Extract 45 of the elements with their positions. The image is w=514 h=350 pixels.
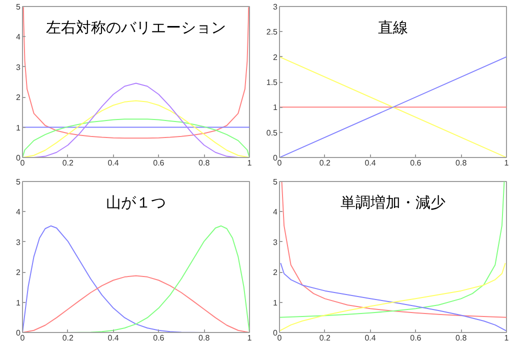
x-tick-label: 0.4 (108, 158, 120, 168)
x-tick-label: 0.8 (198, 158, 210, 168)
x-tick-label: 0.4 (108, 334, 120, 342)
y-tick-label: 1.5 (266, 78, 278, 87)
x-tick-label: 0.6 (410, 158, 422, 168)
x-tick-label: 1 (504, 334, 510, 342)
x-tick-label: 0.6 (153, 158, 165, 168)
y-tick-label: 5 (273, 178, 278, 186)
x-tick-label: 1 (247, 158, 252, 168)
x-tick-label: 1 (504, 158, 510, 168)
x-tick-label: 0.4 (364, 334, 376, 342)
x-tick-label: 0.4 (364, 158, 376, 168)
x-tick-label: 0.2 (62, 158, 74, 168)
y-tick-label: 3 (273, 2, 278, 12)
text: 直線 (378, 18, 408, 36)
y-tick-label: 4 (16, 208, 22, 217)
x-tick-label: 0.8 (456, 334, 468, 342)
y-tick-label: 5 (16, 178, 22, 186)
x-tick-label: 0.6 (153, 334, 165, 342)
text: 左右対称のバリエーション (46, 18, 226, 36)
y-tick-label: 3 (273, 238, 278, 247)
y-tick-label: 1 (16, 123, 22, 132)
x-tick-label: 1 (247, 334, 252, 342)
x-tick-label: 0.8 (456, 158, 468, 168)
y-tick-label: 2 (16, 268, 22, 278)
y-tick-label: 2 (273, 268, 278, 278)
x-tick-label: 0.8 (198, 334, 210, 342)
y-tick-label: 4 (16, 32, 22, 42)
y-tick-label: 2 (16, 93, 22, 102)
y-tick-label: 3 (16, 238, 22, 247)
x-tick-label: 0.2 (319, 158, 332, 168)
y-tick-label: 5 (16, 2, 22, 12)
y-tick-label: 2 (273, 52, 278, 62)
y-tick-label: 4 (273, 208, 278, 217)
text: 山が１つ (106, 194, 166, 212)
y-tick-label: 1 (273, 298, 278, 308)
y-tick-label: 1 (273, 103, 278, 112)
y-tick-label: 0.5 (266, 128, 278, 138)
y-tick-label: 3 (16, 62, 22, 72)
x-tick-label: 0.2 (62, 334, 74, 342)
text: 単調増加・減少 (340, 194, 446, 212)
x-tick-label: 0.2 (319, 334, 332, 342)
y-tick-label: 2.5 (266, 28, 278, 37)
x-tick-label: 0.6 (410, 334, 422, 342)
y-tick-label: 1 (16, 298, 22, 308)
